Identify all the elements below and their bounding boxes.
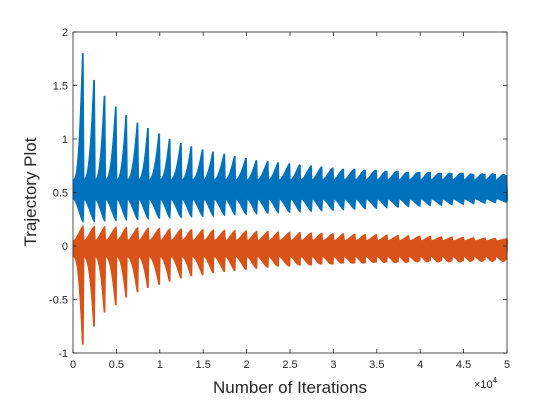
series-2	[72, 225, 509, 345]
y-tick-label: 0	[62, 241, 68, 253]
axes-layer: 0 0.5 1 1.5 2 2.5 3 3.5 4 4.5 5 -1 -0.5 0 0.5 1 1.5 2	[49, 27, 510, 371]
y-tick-label: 1	[62, 134, 68, 146]
y-tick-label: 2	[62, 27, 68, 39]
series-layer	[72, 53, 509, 345]
series-1	[72, 53, 509, 223]
x-tick-label: 5	[504, 359, 510, 371]
burst-spike	[83, 225, 96, 327]
x-tick-label: 0.5	[109, 359, 124, 371]
y-tick-label: -1	[58, 348, 68, 360]
y-tick-label: -0.5	[49, 295, 68, 307]
burst-spike	[495, 173, 509, 203]
y-tick-label: 1.5	[53, 81, 68, 93]
burst-spike	[83, 79, 96, 223]
x-tick-label: 2	[244, 359, 250, 371]
burst-spike	[94, 95, 107, 222]
x-tick-label: 0	[70, 359, 76, 371]
burst-spike	[116, 115, 128, 221]
x-tick-label: 2.5	[282, 359, 297, 371]
burst-spike	[495, 238, 509, 262]
x-tick-label: 4	[417, 359, 423, 371]
x-tick-label: 4.5	[456, 359, 471, 371]
x-tick-label: 1.5	[196, 359, 211, 371]
x-exponent-label: ×104	[474, 376, 498, 391]
x-axis-title: Number of Iterations	[213, 378, 367, 397]
x-tick-label: 1	[157, 359, 163, 371]
x-exponent-power: 4	[493, 376, 498, 385]
burst-spike	[72, 53, 85, 223]
x-exponent-base: ×10	[474, 379, 493, 391]
x-tick-label: 3.5	[369, 359, 384, 371]
burst-spike	[104, 106, 118, 222]
y-tick-label: 0.5	[53, 188, 68, 200]
x-tick-label: 3	[330, 359, 336, 371]
y-axis-title: Trajectory Plot	[21, 137, 40, 246]
burst-spike	[72, 225, 85, 345]
